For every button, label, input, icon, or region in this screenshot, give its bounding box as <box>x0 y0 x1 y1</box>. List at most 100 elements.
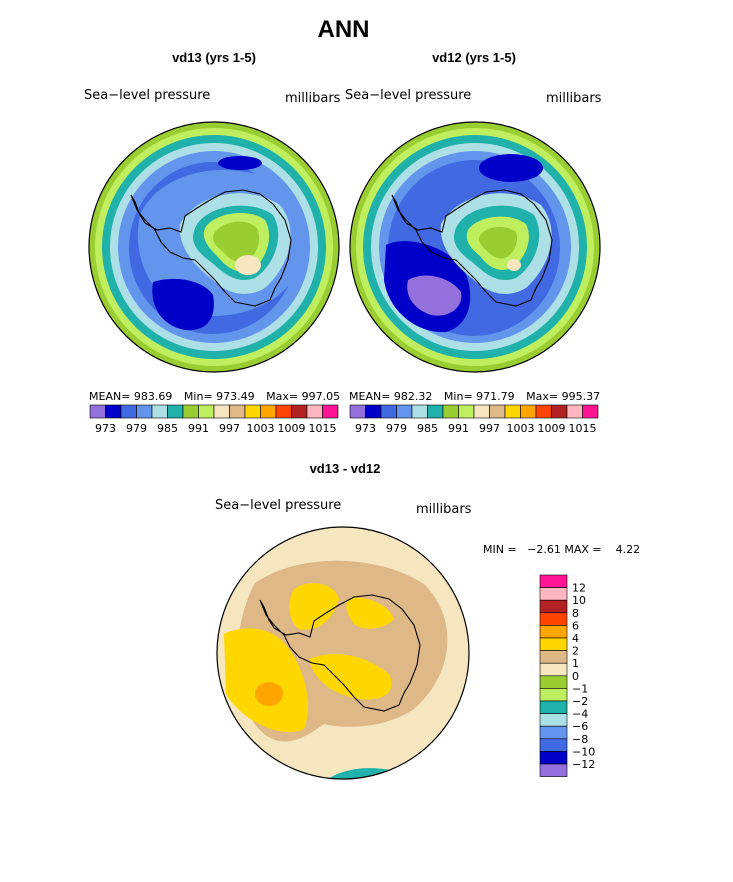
panel-2-polar-map <box>349 121 601 373</box>
panel-1-max-label: Max= <box>266 390 299 403</box>
panel-1-low-pressure-north <box>218 156 262 170</box>
panel-2-min-label: Min= <box>443 390 473 403</box>
panel-1-colorbar-swatch <box>120 404 137 419</box>
difference-legend-label: −1 <box>572 682 588 695</box>
panel-1-colorbar-swatch <box>229 404 246 419</box>
difference-legend-swatch <box>539 763 568 777</box>
panel-2-low-pressure-north <box>479 154 543 182</box>
panel-2-colorbar-swatch <box>473 404 490 419</box>
panel-1-colorbar-swatch <box>198 404 215 419</box>
panel-2-colorbar-swatch <box>411 404 428 419</box>
difference-positive-region-center <box>309 654 392 700</box>
panel-1-colorbar-swatch <box>182 404 199 419</box>
panel-2-lowest-pressure-core <box>407 275 462 316</box>
panel-1-mean-label: MEAN= <box>89 390 131 403</box>
panel-2-title: vd12 (yrs 1-5) <box>432 50 516 65</box>
panel-1-min-value: 973.49 <box>216 390 255 403</box>
panel-2-colorbar-swatch <box>349 404 366 419</box>
difference-legend-label: 1 <box>572 657 579 670</box>
panel-2-mean-label: MEAN= <box>349 390 391 403</box>
panel-1-polar-map <box>88 121 340 373</box>
panel-1-colorbar-swatch <box>260 404 277 419</box>
difference-min-max: MIN = −2.61 MAX = 4.22 <box>483 543 641 556</box>
difference-legend-label: 8 <box>572 607 579 620</box>
panel-2-coastline <box>391 189 553 307</box>
difference-legend-swatch <box>539 713 568 727</box>
panel-1-colorbar-tick-label: 997 <box>219 422 240 435</box>
panel-2-colorbar-tick-label: 973 <box>355 422 376 435</box>
panel-2-colorbar-tick-label: 1003 <box>507 422 535 435</box>
difference-legend-swatch <box>539 625 568 639</box>
panel-2-min-value: 971.79 <box>476 390 515 403</box>
panel-1-colorbar-swatch <box>213 404 230 419</box>
difference-legend-label: 12 <box>572 582 586 595</box>
panel-2-colorbar-swatch <box>535 404 552 419</box>
panel-1-colorbar-swatch <box>167 404 184 419</box>
panel-2-colorbar-tick-label: 979 <box>386 422 407 435</box>
panel-1-colorbar-swatch <box>322 404 339 419</box>
panel-1-colorbar-tick-label: 991 <box>188 422 209 435</box>
difference-legend-label: 0 <box>572 670 579 683</box>
panel-1-max-value: 997.05 <box>301 390 341 403</box>
difference-legend-label: 10 <box>572 594 586 607</box>
panel-2-mean-value: 982.32 <box>393 390 433 403</box>
panel-2-stats: MEAN= 982.32 Min= 971.79 Max= 995.37 <box>349 390 600 403</box>
panel-1-high-pressure-core <box>235 255 261 275</box>
panel-1-colorbar: 973 979 985 991 997 1003 1009 1015 <box>89 404 339 435</box>
difference-legend-label: −10 <box>572 745 595 758</box>
difference-coastline <box>259 594 421 712</box>
difference-legend-swatch <box>539 738 568 752</box>
panel-2-colorbar-swatch <box>520 404 537 419</box>
panel-1-units-label: millibars <box>285 91 341 106</box>
panel-1-colorbar-swatch <box>136 404 153 419</box>
panel-1-colorbar-tick-label: 973 <box>95 422 116 435</box>
difference-legend-label: −6 <box>572 720 588 733</box>
difference-legend-swatch <box>539 675 568 689</box>
panel-2-high-pressure-core <box>507 259 521 271</box>
panel-2-colorbar-tick-label: 985 <box>417 422 438 435</box>
difference-legend-label: −12 <box>572 758 595 771</box>
difference-units-label: millibars <box>416 502 472 517</box>
difference-legend-swatch <box>539 599 568 614</box>
panel-2-max-label: Max= <box>526 390 559 403</box>
difference-legend-label: −4 <box>572 708 588 721</box>
panel-1-stats: MEAN= 983.69 Min= 973.49 Max= 997.05 <box>89 390 340 403</box>
panel-1-colorbar-tick-label: 1003 <box>247 422 275 435</box>
difference-max-core <box>255 682 283 706</box>
panel-2-colorbar-swatch <box>442 404 459 419</box>
panel-1-variable-label: Sea−level pressure <box>84 88 211 103</box>
panel-1-colorbar-swatch <box>89 404 106 419</box>
panel-2-colorbar: 973 979 985 991 997 1003 1009 1015 <box>349 404 599 435</box>
panel-2-colorbar-tick-label: 1015 <box>569 422 597 435</box>
panel-2-colorbar-swatch <box>458 404 475 419</box>
panel-2-colorbar-swatch <box>380 404 397 419</box>
panel-1-colorbar-swatch <box>306 404 323 419</box>
panel-1-mean-value: 983.69 <box>133 390 173 403</box>
difference-legend-swatch <box>539 751 568 765</box>
panel-1-colorbar-tick-label: 985 <box>157 422 178 435</box>
panel-2-colorbar-swatch <box>489 404 506 419</box>
panel-1-colorbar-tick-label: 1009 <box>278 422 306 435</box>
difference-legend-label: 2 <box>572 645 579 658</box>
difference-legend-label: 4 <box>572 632 579 645</box>
difference-legend-swatch <box>539 574 568 588</box>
panel-2-colorbar-swatch <box>566 404 583 419</box>
difference-legend-swatch <box>539 688 568 702</box>
panel-1-coastline <box>130 189 292 307</box>
panel-1-colorbar-swatch <box>244 404 261 419</box>
panel-1-colorbar-swatch <box>275 404 292 419</box>
difference-legend-swatch <box>539 650 568 664</box>
panel-2-colorbar-tick-label: 997 <box>479 422 500 435</box>
difference-legend-swatch <box>539 587 568 601</box>
panel-1-colorbar-swatch <box>151 404 168 419</box>
panel-2-colorbar-tick-label: 1009 <box>538 422 566 435</box>
panel-2-colorbar-swatch <box>427 404 444 419</box>
figure-title: ANN <box>317 16 370 43</box>
panel-2-colorbar-swatch <box>504 404 521 419</box>
panel-2-colorbar-swatch <box>396 404 413 419</box>
panel-1-low-pressure-south <box>152 278 214 331</box>
panel-2-colorbar-swatch <box>582 404 599 419</box>
panel-1-title: vd13 (yrs 1-5) <box>172 50 256 65</box>
difference-legend-label: −2 <box>572 695 588 708</box>
